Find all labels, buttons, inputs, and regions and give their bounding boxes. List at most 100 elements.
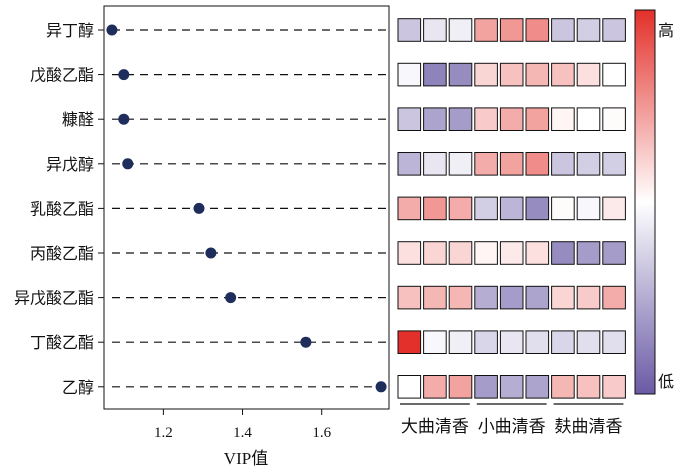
heatmap-cell: [423, 330, 447, 354]
heatmap-cell: [474, 62, 498, 87]
x-tick-label: 1.2: [154, 425, 173, 441]
heatmap-cell: [474, 375, 498, 399]
scatter-panel-frame: [103, 5, 390, 410]
heatmap-cell: [576, 196, 601, 221]
heatmap-cell: [499, 18, 524, 42]
heatmap-cell: [423, 375, 447, 399]
heatmap-cell: [525, 241, 550, 265]
heatmap-cell: [499, 152, 524, 176]
heatmap-cell: [448, 285, 473, 310]
heatmap-cell: [397, 107, 422, 132]
heatmap-cell: [525, 152, 550, 176]
heatmap-cell: [551, 62, 575, 87]
colorbar-low-label: 低: [658, 372, 674, 391]
heatmap-cell: [602, 62, 626, 87]
vip-point: [122, 158, 134, 170]
heatmap-cell: [448, 196, 473, 221]
compound-label: 丁酸乙酯: [30, 333, 94, 352]
compound-label: 乳酸乙酯: [30, 199, 94, 218]
heatmap-cell: [423, 18, 447, 42]
heatmap-cell: [499, 241, 524, 265]
heatmap-cell: [448, 330, 473, 354]
x-tick-label: 1.4: [233, 425, 252, 441]
heatmap: [397, 18, 626, 399]
heatmap-cell: [397, 330, 422, 354]
vip-point: [118, 113, 130, 125]
heatmap-cell: [551, 152, 575, 176]
vip-points: [106, 24, 387, 393]
vip-point: [106, 24, 118, 36]
heatmap-cell: [448, 18, 473, 42]
heatmap-cell: [576, 18, 601, 42]
group-label: 麸曲清香: [555, 417, 623, 437]
heatmap-cell: [576, 107, 601, 132]
heatmap-cell: [448, 375, 473, 399]
heatmap-cell: [551, 285, 575, 310]
compound-label: 丙酸乙酯: [30, 244, 94, 263]
compound-label: 糠醛: [62, 110, 94, 129]
x-tick-label: 1.6: [312, 425, 331, 441]
heatmap-cell: [525, 18, 550, 42]
heatmap-cell: [576, 330, 601, 354]
heatmap-cell: [397, 62, 422, 87]
compound-label: 戊酸乙酯: [30, 66, 94, 85]
compound-label: 乙醇: [62, 378, 94, 397]
heatmap-cell: [499, 375, 524, 399]
colorbar-high-label: 高: [658, 21, 674, 40]
heatmap-cell: [474, 285, 498, 310]
heatmap-cell: [423, 285, 447, 310]
heatmap-cell: [448, 62, 473, 87]
heatmap-cell: [397, 241, 422, 265]
heatmap-cell: [423, 152, 447, 176]
guide-lines: [98, 29, 387, 388]
heatmap-cell: [397, 375, 422, 399]
heatmap-cell: [602, 375, 626, 399]
vip-point: [225, 292, 237, 304]
heatmap-cell: [551, 330, 575, 354]
heatmap-cell: [397, 152, 422, 176]
heatmap-cell: [474, 241, 498, 265]
vip-point: [205, 247, 217, 259]
heatmap-cell: [474, 196, 498, 221]
heatmap-cell: [602, 152, 626, 176]
heatmap-cell: [448, 107, 473, 132]
compound-label: 异丁醇: [46, 21, 94, 40]
compound-label: 异戊酸乙酯: [14, 289, 94, 308]
colorbar: [634, 9, 656, 395]
group-label: 大曲清香: [401, 417, 469, 437]
heatmap-cell: [499, 107, 524, 132]
heatmap-cell: [423, 62, 447, 87]
vip-point: [193, 202, 205, 214]
heatmap-cell: [448, 152, 473, 176]
vip-point: [118, 69, 130, 81]
heatmap-cell: [499, 330, 524, 354]
heatmap-cell: [525, 196, 550, 221]
heatmap-cell: [474, 107, 498, 132]
x-axis-title: VIP值: [224, 449, 268, 468]
heatmap-cell: [397, 18, 422, 42]
vip-point: [375, 381, 387, 393]
x-axis-ticks: 1.2 1.4 1.6: [154, 409, 332, 441]
heatmap-cell: [423, 107, 447, 132]
group-label: 小曲清香: [478, 417, 546, 437]
heatmap-cell: [551, 196, 575, 221]
heatmap-cell: [551, 18, 575, 42]
heatmap-cell: [551, 107, 575, 132]
heatmap-cell: [525, 375, 550, 399]
heatmap-cell: [602, 285, 626, 310]
compound-label: 异戊醇: [46, 155, 94, 174]
heatmap-cell: [525, 285, 550, 310]
heatmap-cell: [499, 196, 524, 221]
heatmap-cell: [576, 241, 601, 265]
heatmap-cell: [474, 152, 498, 176]
heatmap-cell: [576, 62, 601, 87]
heatmap-cell: [602, 107, 626, 132]
heatmap-cell: [423, 241, 447, 265]
heatmap-cell: [448, 241, 473, 265]
heatmap-cell: [551, 375, 575, 399]
heatmap-cell: [525, 107, 550, 132]
heatmap-cell: [525, 62, 550, 87]
group-labels: 大曲清香 小曲清香 麸曲清香: [400, 403, 624, 437]
